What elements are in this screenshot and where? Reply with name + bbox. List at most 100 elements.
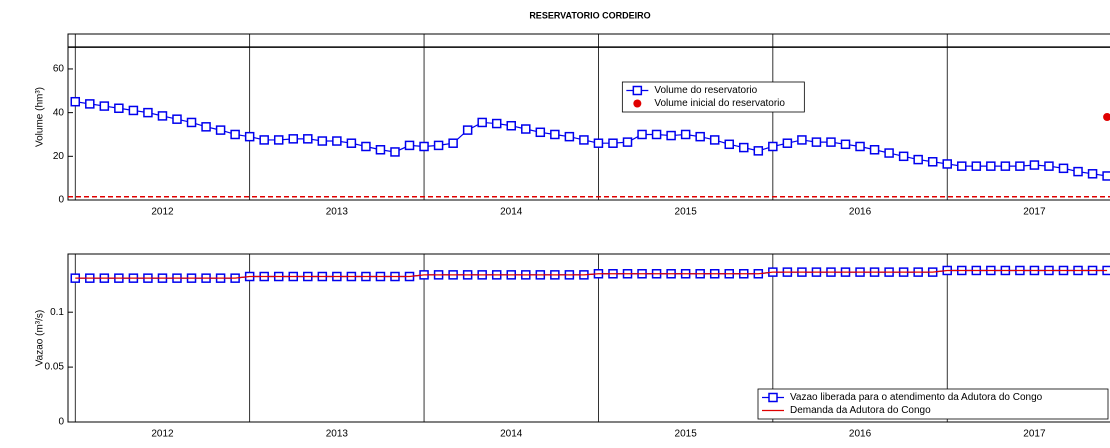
marker (797, 135, 807, 145)
legend-label: Demanda da Adutora do Congo (790, 405, 931, 416)
marker (448, 138, 458, 148)
marker (651, 129, 662, 140)
marker (143, 107, 153, 118)
y-tick-label: 20 (53, 151, 65, 162)
legend-box (621, 81, 805, 113)
marker (521, 124, 531, 134)
marker (273, 135, 284, 145)
marker (186, 117, 197, 128)
x-tick-label: 2012 (151, 429, 174, 440)
marker (114, 103, 124, 114)
legend-swatch (633, 99, 642, 108)
marker (201, 122, 211, 132)
marker (332, 136, 342, 146)
marker (361, 141, 371, 152)
marker (782, 138, 793, 148)
marker (564, 131, 575, 142)
y-tick-label: 0 (58, 195, 64, 206)
marker (215, 125, 226, 135)
x-tick-label: 2014 (500, 429, 523, 440)
marker (869, 145, 880, 155)
y-tick-label: 0.1 (50, 307, 64, 318)
marker (680, 129, 691, 140)
marker (535, 127, 546, 138)
marker (1102, 171, 1110, 181)
chart-title: RESERVATORIO CORDEIRO (529, 10, 650, 20)
marker (855, 141, 865, 152)
marker (1000, 161, 1011, 171)
y-tick-label: 0.05 (45, 362, 65, 373)
marker (375, 145, 386, 155)
marker (288, 134, 299, 144)
marker (259, 135, 269, 145)
x-tick-label: 2014 (500, 207, 523, 218)
marker (230, 129, 240, 140)
legend-label: Volume do reservatorio (654, 85, 757, 96)
marker (85, 99, 95, 109)
marker (462, 125, 473, 135)
marker (579, 135, 589, 145)
x-tick-label: 2015 (675, 429, 698, 440)
marker (1087, 169, 1098, 179)
marker (1073, 166, 1083, 177)
marker (244, 131, 255, 142)
marker (1058, 163, 1069, 174)
x-tick-label: 2013 (326, 207, 349, 218)
x-tick-label: 2015 (675, 207, 698, 218)
legend-label: Vazao liberada para o atendimento da Adu… (790, 392, 1043, 403)
marker (157, 111, 168, 121)
marker (70, 96, 81, 107)
legend-label: Volume inicial do reservatorio (654, 98, 785, 109)
marker (433, 140, 444, 151)
marker (942, 159, 952, 169)
x-tick-label: 2016 (849, 429, 872, 440)
marker (768, 141, 778, 152)
marker (709, 135, 720, 145)
marker (1015, 161, 1025, 171)
marker (1103, 113, 1110, 121)
y-tick-label: 60 (53, 64, 65, 75)
marker (419, 141, 429, 152)
marker (1029, 160, 1040, 170)
marker (622, 137, 633, 147)
marker (346, 138, 357, 148)
y-axis-label: Volume (hm³) (35, 87, 46, 147)
series-line (75, 269, 1108, 279)
marker (971, 161, 982, 171)
x-tick-label: 2017 (1023, 429, 1046, 440)
legend-swatch (768, 392, 778, 403)
marker (99, 101, 110, 111)
y-tick-label: 0 (58, 417, 64, 428)
marker (884, 148, 894, 158)
marker (695, 131, 705, 142)
x-tick-label: 2017 (1023, 207, 1046, 218)
y-axis-label: Vazao (m³/s) (35, 310, 46, 367)
marker (957, 161, 967, 171)
marker (303, 134, 313, 144)
marker (1044, 161, 1054, 171)
marker (550, 129, 560, 140)
marker (477, 117, 487, 128)
marker (913, 154, 923, 165)
marker (666, 130, 676, 141)
marker (128, 105, 139, 116)
marker (608, 138, 618, 148)
legend-swatch (632, 85, 643, 96)
marker (739, 142, 749, 153)
marker (172, 114, 182, 124)
marker (637, 129, 647, 140)
marker (491, 118, 502, 129)
marker (986, 161, 996, 171)
marker (753, 146, 764, 156)
y-tick-label: 40 (53, 107, 65, 118)
marker (826, 137, 836, 147)
marker (506, 120, 516, 131)
x-tick-label: 2012 (151, 207, 174, 218)
marker (927, 157, 938, 167)
marker (724, 139, 734, 150)
marker (317, 136, 328, 146)
marker (840, 139, 851, 150)
plot-area (67, 33, 1110, 201)
marker (811, 137, 822, 147)
